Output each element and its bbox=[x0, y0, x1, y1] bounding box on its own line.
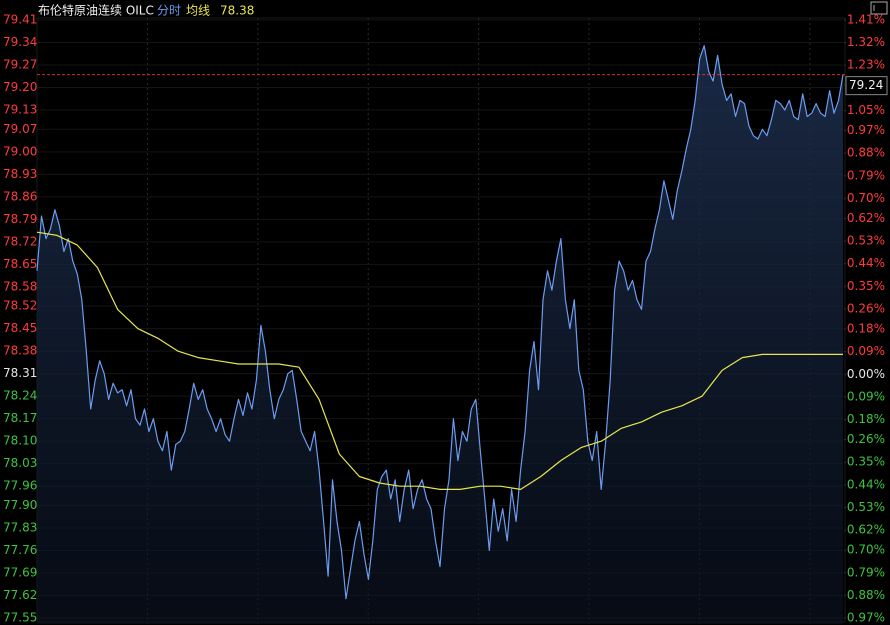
y-tick-label: 78.45 bbox=[3, 321, 37, 335]
y2-tick-label: 0.97% bbox=[847, 123, 885, 137]
y-tick-label: 77.69 bbox=[3, 565, 37, 579]
y-tick-label: 78.17 bbox=[3, 411, 37, 425]
y2-tick-label: 0.88% bbox=[847, 146, 885, 160]
last-price-label: 79.24 bbox=[849, 78, 883, 92]
y2-tick-label: 0.88% bbox=[847, 588, 885, 602]
y-tick-label: 77.55 bbox=[3, 611, 37, 625]
y2-tick-label: 0.70% bbox=[847, 191, 885, 205]
y2-tick-label: 0.44% bbox=[847, 477, 885, 491]
y2-tick-label: 0.35% bbox=[847, 455, 885, 469]
y2-tick-label: 0.18% bbox=[847, 322, 885, 336]
legend-entry: 均线 bbox=[186, 4, 210, 18]
y-tick-label: 79.20 bbox=[3, 80, 37, 94]
y2-tick-label: 0.70% bbox=[847, 543, 885, 557]
y-tick-label: 78.93 bbox=[3, 167, 37, 181]
y2-tick-label: 0.79% bbox=[847, 168, 885, 182]
y-tick-label: 78.24 bbox=[3, 389, 37, 403]
y2-tick-label: 0.53% bbox=[847, 500, 885, 514]
legend-value: 78.38 bbox=[220, 4, 254, 18]
last-price-box bbox=[845, 76, 888, 96]
y2-tick-label: 0.97% bbox=[847, 611, 885, 625]
y-tick-label: 78.03 bbox=[3, 456, 37, 470]
y2-tick-label: 0.79% bbox=[847, 565, 885, 579]
y-tick-label: 79.13 bbox=[3, 103, 37, 117]
y-tick-label: 79.34 bbox=[3, 35, 37, 49]
y2-tick-label: 0.09% bbox=[847, 344, 885, 358]
y2-tick-label: 0.53% bbox=[847, 234, 885, 248]
y-tick-label: 78.10 bbox=[3, 434, 37, 448]
y2-tick-label: 0.62% bbox=[847, 211, 885, 225]
legend-entry: 分时 bbox=[157, 4, 181, 18]
price-line bbox=[36, 45, 844, 600]
y2-tick-label: 0.00% bbox=[847, 367, 885, 381]
y-tick-label: 78.31 bbox=[3, 366, 37, 380]
y-tick-label: 78.38 bbox=[3, 344, 37, 358]
y-tick-label: 79.41 bbox=[3, 13, 37, 27]
y2-tick-label: 0.26% bbox=[847, 432, 885, 446]
y-tick-label: 78.72 bbox=[3, 234, 37, 248]
plot-layer: 79.41 79.34 79.27 79.20 79.13 79.07 79.00 78.93… bbox=[3, 13, 888, 625]
y2-tick-label: 0.35% bbox=[847, 279, 885, 293]
y2-tick-label: 1.05% bbox=[847, 103, 885, 117]
y-tick-label: 77.96 bbox=[3, 479, 37, 493]
y-tick-label: 78.52 bbox=[3, 299, 37, 313]
y-tick-label: 78.65 bbox=[3, 257, 37, 271]
y-tick-label: 79.07 bbox=[3, 122, 37, 136]
y-tick-label: 78.79 bbox=[3, 212, 37, 226]
y-tick-label: 77.90 bbox=[3, 498, 37, 512]
y-tick-label: 77.62 bbox=[3, 588, 37, 602]
price-area-fill bbox=[37, 45, 843, 624]
y2-tick-label: 0.18% bbox=[847, 412, 885, 426]
y-tick-label: 77.83 bbox=[3, 520, 37, 534]
y-tick-label: 78.86 bbox=[3, 189, 37, 203]
y2-tick-label: 0.09% bbox=[847, 389, 885, 403]
y2-tick-label: 1.41% bbox=[847, 13, 885, 27]
y2-tick-label: 0.26% bbox=[847, 301, 885, 315]
y-tick-label: 78.58 bbox=[3, 279, 37, 293]
y-tick-label: 79.27 bbox=[3, 58, 37, 72]
average-line bbox=[36, 231, 843, 490]
y2-tick-label: 0.62% bbox=[847, 523, 885, 537]
chart-title: 布伦特原油连续 OILC bbox=[38, 3, 154, 18]
y-tick-label: 79.00 bbox=[3, 144, 37, 158]
corner-icon[interactable] bbox=[870, 1, 888, 15]
y2-tick-label: 1.23% bbox=[847, 58, 885, 72]
y-tick-label: 77.76 bbox=[3, 543, 37, 557]
y2-tick-label: 0.44% bbox=[847, 256, 885, 270]
y2-tick-label: 1.32% bbox=[847, 35, 885, 49]
